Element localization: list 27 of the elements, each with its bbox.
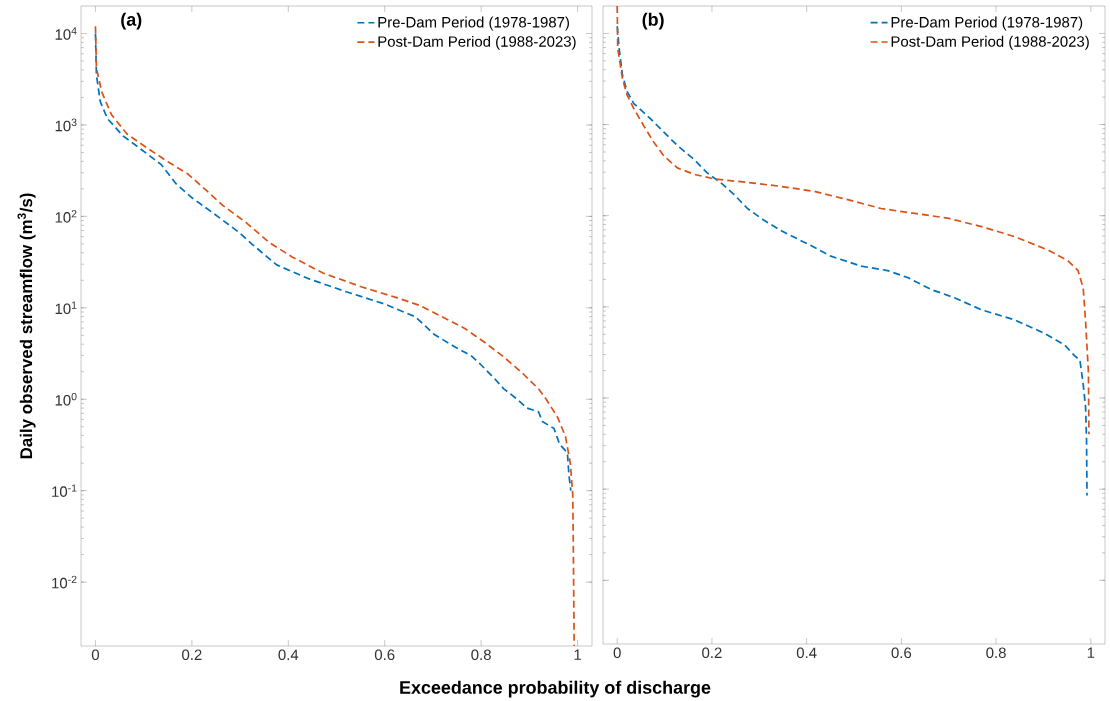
- y-tick-label: 10$^{-2}$: [52, 575, 77, 589]
- y-tick-label: 10$^{3}$: [55, 118, 77, 132]
- x-tick-label: 0.2: [702, 647, 722, 659]
- y-axis-title: Daily observed streamflow (m$^{3}$/s): [17, 193, 36, 459]
- x-tick-label: 0.6: [891, 647, 912, 659]
- x-tick-label: 1: [574, 649, 581, 660]
- y-tick-label: 10$^{0}$: [55, 392, 77, 406]
- legend-label: Post-Dam Period (1988-2023): [891, 35, 1089, 50]
- x-tick-label: 0.8: [986, 647, 1006, 659]
- y-tick-label: 10$^{4}$: [55, 27, 77, 40]
- x-tick-label: 0.4: [278, 649, 299, 661]
- x-tick-label: 0: [91, 649, 100, 661]
- y-tick-label: 10$^{2}$: [55, 210, 77, 223]
- legend-label: Pre-Dam Period (1978-1987): [891, 16, 1083, 31]
- chart-title: (a): [121, 12, 142, 30]
- x-axis-title: Exceedance probability of discharge: [400, 680, 711, 698]
- legend-label: Pre-Dam Period (1978-1987): [378, 16, 569, 31]
- x-tick-label: 1: [1087, 647, 1095, 658]
- x-tick-label: 0.2: [182, 649, 202, 661]
- legend-label: Post-Dam Period (1988-2023): [378, 35, 576, 50]
- x-tick-label: 0: [613, 647, 621, 659]
- chart-title: (b): [642, 12, 664, 30]
- x-tick-label: 0.4: [796, 647, 817, 659]
- y-tick-label: 10$^{1}$: [55, 301, 77, 315]
- x-tick-label: 0.8: [471, 649, 491, 661]
- y-tick-label: 10$^{-1}$: [52, 484, 77, 497]
- x-tick-label: 0.6: [374, 649, 395, 661]
